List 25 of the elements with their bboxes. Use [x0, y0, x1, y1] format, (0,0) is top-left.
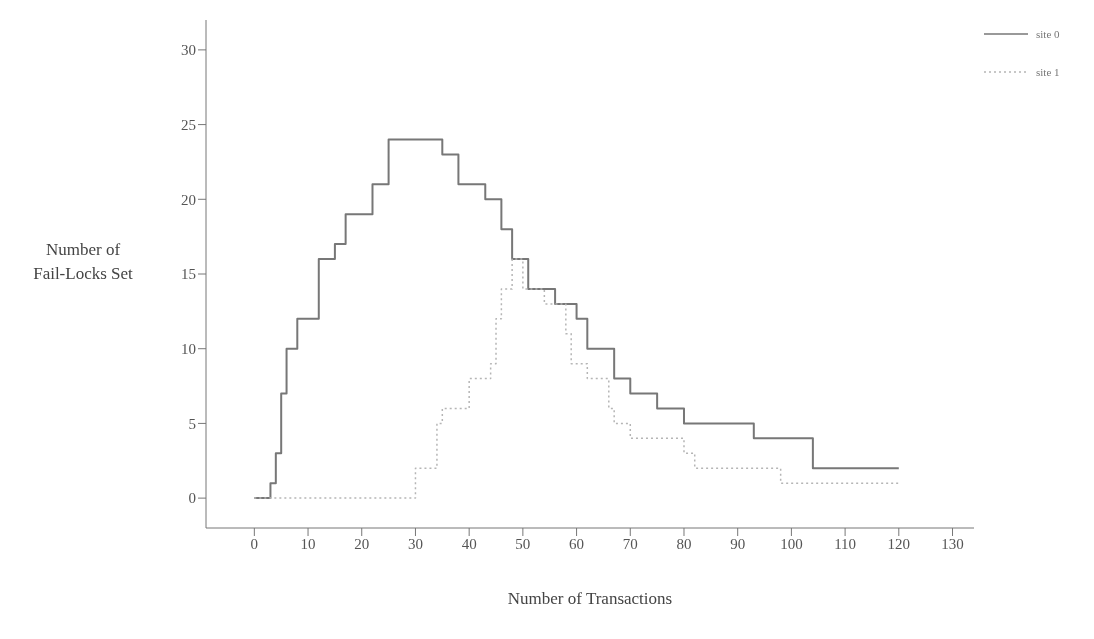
y-tick-label: 15: [181, 266, 196, 283]
y-tick-label: 0: [188, 490, 196, 507]
legend-label: site 1: [1036, 66, 1061, 78]
x-tick-label: 100: [780, 535, 803, 552]
x-axis-title: Number of Transactions: [507, 589, 673, 608]
legend-label: site 0: [1036, 28, 1061, 40]
x-tick-label: 50: [515, 535, 531, 552]
x-tick-label: 80: [676, 535, 692, 552]
x-tick-label: 40: [461, 535, 477, 552]
x-tick-label: 130: [941, 535, 964, 552]
y-tick-label: 20: [181, 191, 196, 208]
y-tick-label: 5: [188, 415, 196, 432]
x-tick-label: 60: [569, 535, 585, 552]
y-tick-label: 10: [181, 341, 196, 358]
x-tick-label: 10: [300, 535, 316, 552]
x-tick-label: 90: [730, 535, 746, 552]
x-tick-label: 110: [834, 535, 857, 552]
y-tick-label: 25: [181, 116, 196, 133]
y-tick-label: 30: [181, 42, 196, 59]
y-axis-title: Number of Fail-Locks Set: [33, 239, 133, 285]
x-tick-label: 20: [354, 535, 370, 552]
x-tick-label: 30: [407, 535, 423, 552]
x-tick-label: 70: [622, 535, 638, 552]
x-tick-label: 0: [250, 535, 259, 552]
x-tick-label: 120: [887, 535, 911, 552]
